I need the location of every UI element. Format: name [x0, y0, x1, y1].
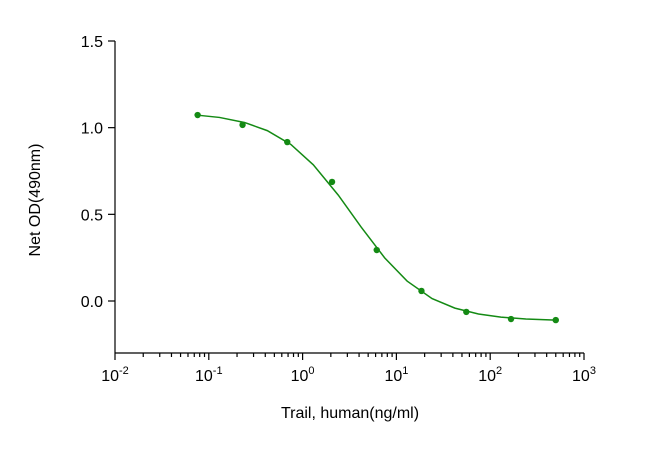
- data-point: [239, 121, 246, 129]
- data-point: [194, 111, 201, 119]
- x-tick-label: 103: [572, 365, 596, 385]
- y-tick-label: 0.5: [81, 207, 103, 224]
- x-tick-base: 10: [572, 368, 590, 385]
- y-axis-label: Net OD(490nm): [27, 144, 44, 257]
- x-tick-exponent: 2: [496, 365, 502, 377]
- data-point: [328, 178, 336, 186]
- x-tick-base: 10: [101, 368, 119, 385]
- x-tick-base: 10: [291, 368, 309, 385]
- y-tick-label: 0.0: [81, 294, 103, 311]
- x-tick-label: 102: [478, 365, 502, 385]
- x-tick-label: 100: [291, 365, 315, 385]
- x-tick-exponent: 1: [402, 365, 408, 377]
- x-tick-base: 10: [384, 368, 402, 385]
- x-tick-exponent: -2: [119, 365, 129, 377]
- x-tick-exponent: -1: [213, 365, 223, 377]
- y-tick-label: 1.0: [81, 121, 103, 138]
- x-tick-base: 10: [478, 368, 496, 385]
- data-point: [507, 315, 515, 323]
- x-tick-base: 10: [195, 368, 213, 385]
- x-tick-label: 101: [384, 365, 408, 385]
- x-tick-label: 10-2: [101, 365, 129, 385]
- x-tick-label: 10-1: [195, 365, 223, 385]
- x-tick-exponent: 0: [308, 365, 314, 377]
- x-tick-exponent: 3: [590, 365, 596, 377]
- fit-curve: [197, 114, 556, 321]
- data-point: [552, 316, 559, 324]
- x-axis-label: Trail, human(ng/ml): [281, 405, 419, 422]
- y-tick-label: 1.5: [81, 34, 103, 51]
